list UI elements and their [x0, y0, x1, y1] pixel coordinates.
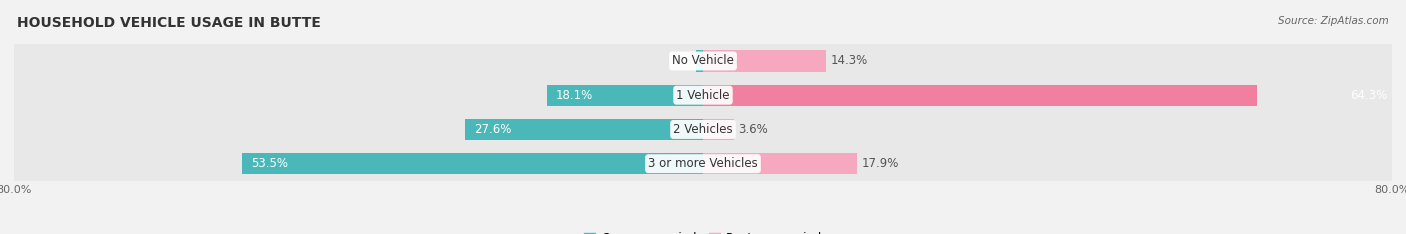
Bar — [703, 50, 827, 72]
Text: No Vehicle: No Vehicle — [672, 55, 734, 67]
Text: 3 or more Vehicles: 3 or more Vehicles — [648, 157, 758, 170]
Legend: Owner-occupied, Renter-occupied: Owner-occupied, Renter-occupied — [579, 227, 827, 234]
Bar — [703, 153, 858, 174]
Text: Source: ZipAtlas.com: Source: ZipAtlas.com — [1278, 16, 1389, 26]
Bar — [14, 44, 1392, 78]
Text: 53.5%: 53.5% — [250, 157, 288, 170]
Bar — [14, 78, 1392, 112]
Text: 18.1%: 18.1% — [555, 89, 593, 102]
Bar — [696, 50, 703, 72]
Text: 2 Vehicles: 2 Vehicles — [673, 123, 733, 136]
Text: 27.6%: 27.6% — [474, 123, 512, 136]
Bar — [242, 153, 703, 174]
Bar — [703, 119, 734, 140]
Bar — [465, 119, 703, 140]
Text: 14.3%: 14.3% — [831, 55, 868, 67]
Bar — [547, 84, 703, 106]
Text: 64.3%: 64.3% — [1350, 89, 1388, 102]
Bar — [14, 112, 1392, 146]
Bar — [14, 146, 1392, 181]
Text: 1 Vehicle: 1 Vehicle — [676, 89, 730, 102]
Text: HOUSEHOLD VEHICLE USAGE IN BUTTE: HOUSEHOLD VEHICLE USAGE IN BUTTE — [17, 16, 321, 30]
Text: 3.6%: 3.6% — [738, 123, 768, 136]
Text: 0.86%: 0.86% — [700, 55, 737, 67]
Text: 17.9%: 17.9% — [862, 157, 898, 170]
Bar — [703, 84, 1257, 106]
